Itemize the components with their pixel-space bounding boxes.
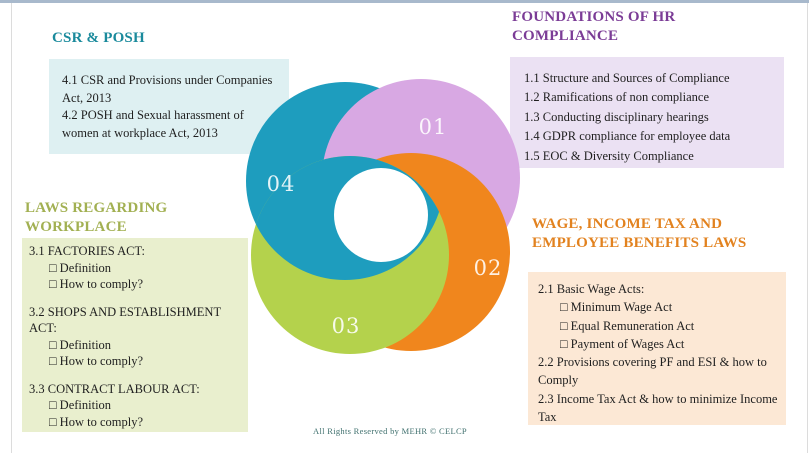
wage-box: 2.1 Basic Wage Acts: □ Minimum Wage Act … — [528, 272, 786, 425]
list-item: 2.1 Basic Wage Acts: — [538, 282, 645, 296]
right-edge-line — [807, 3, 808, 453]
law-group: 3.2 SHOPS AND ESTABLISHMENT ACT: □ Defin… — [29, 304, 242, 370]
law-heading: 3.3 CONTRACT LABOUR ACT: — [29, 381, 200, 396]
wage-title: WAGE, INCOME TAX AND EMPLOYEE BENEFITS L… — [532, 215, 746, 253]
list-item: 1.4 GDPR compliance for employee data — [524, 129, 731, 144]
csr-posh-box: 4.1 CSR and Provisions under Companies A… — [49, 59, 289, 154]
list-item: 1.2 Ramifications of non compliance — [524, 90, 710, 105]
csr-posh-title: CSR & POSH — [52, 29, 145, 48]
segment-number-03: 03 — [332, 314, 361, 338]
list-item: 2.2 Provisions covering PF and ESI & how… — [538, 355, 767, 388]
segment-02-circle — [312, 153, 510, 351]
list-item: □ Equal Remuneration Act — [560, 318, 695, 333]
list-item: 4.2 POSH and Sexual harassment of women … — [62, 108, 244, 140]
list-item: 1.5 EOC & Diversity Compliance — [524, 148, 694, 163]
list-item: □ How to comply? — [49, 414, 143, 429]
top-border-line — [0, 0, 809, 3]
list-item: 1.3 Conducting disciplinary hearings — [524, 109, 709, 124]
segment-01-circle — [322, 79, 520, 277]
laws-title-line: WORKPLACE — [25, 219, 127, 235]
laws-box: 3.1 FACTORIES ACT: □ Definition □ How to… — [22, 238, 248, 432]
law-group: 3.1 FACTORIES ACT: □ Definition □ How to… — [29, 243, 242, 293]
list-item: □ Definition — [49, 337, 112, 352]
law-group: 3.3 CONTRACT LABOUR ACT: □ Definition □ … — [29, 381, 242, 431]
laws-title: LAWS REGARDING WORKPLACE — [25, 199, 167, 237]
segment-number-02: 02 — [474, 256, 503, 280]
list-item: □ Definition — [49, 260, 112, 275]
segment-number-01: 01 — [419, 115, 448, 139]
foundations-box: 1.1 Structure and Sources of Compliance … — [510, 57, 784, 168]
left-edge-line — [11, 3, 12, 453]
list-item: □ Minimum Wage Act — [560, 300, 673, 315]
law-heading: 3.1 FACTORIES ACT: — [29, 244, 145, 258]
list-item: 4.1 CSR and Provisions under Companies A… — [62, 73, 273, 105]
list-item: 2.3 Income Tax Act & how to minimize Inc… — [538, 391, 778, 425]
list-item: □ How to comply? — [49, 277, 143, 291]
footer-copyright: All Rights Reserved by MEHR © CELCP — [313, 426, 467, 436]
foundations-title-line: COMPLIANCE — [512, 28, 619, 44]
wage-title-line: EMPLOYEE BENEFITS LAWS — [532, 235, 747, 251]
csr-posh-title-line: CSR & POSH — [52, 30, 145, 46]
center-circle — [334, 168, 428, 262]
law-heading: 3.2 SHOPS AND ESTABLISHMENT ACT: — [29, 304, 221, 336]
list-item: □ How to comply? — [49, 354, 143, 368]
foundations-title-line: FOUNDATIONS OF HR — [512, 9, 676, 25]
list-item: □ Definition — [49, 398, 112, 412]
list-item: □ Payment of Wages Act — [560, 336, 685, 351]
wage-title-line: WAGE, INCOME TAX AND — [532, 216, 723, 232]
segment-number-04: 04 — [267, 172, 296, 196]
laws-title-line: LAWS REGARDING — [25, 200, 168, 216]
list-item: 1.1 Structure and Sources of Compliance — [524, 71, 730, 85]
foundations-title: FOUNDATIONS OF HR COMPLIANCE — [512, 8, 675, 46]
segment-03-circle — [251, 156, 449, 354]
